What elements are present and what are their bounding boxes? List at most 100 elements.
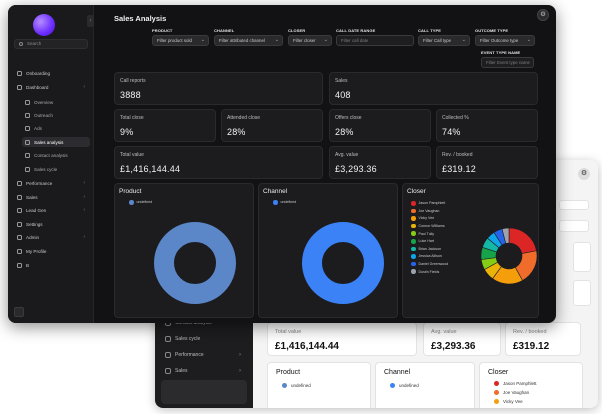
legend-item[interactable]: Jason Pamphlett xyxy=(494,381,537,386)
sidebar-item-performance[interactable]: Performance › xyxy=(14,178,90,188)
legend-label: Joe Vaughan xyxy=(418,208,440,213)
filter-value: Filter Outcome type xyxy=(480,38,519,43)
legend-item[interactable]: undefined xyxy=(129,200,152,205)
filter-event-type-name-input[interactable]: Filter Event type name xyxy=(481,57,534,68)
legend-item[interactable]: Dustin Fields xyxy=(411,269,439,274)
filter-label: CALL TYPE xyxy=(418,28,442,33)
sidebar-item-overview[interactable]: Overview xyxy=(22,97,90,107)
collapse-sidebar-button[interactable]: ‹ xyxy=(87,15,94,27)
sidebar-item-settings[interactable]: Settings xyxy=(14,219,90,229)
donut-segment[interactable] xyxy=(501,227,510,244)
sidebar-item-admin[interactable]: Admin › xyxy=(14,232,90,242)
legend-label: Dustin Fields xyxy=(418,269,440,274)
filter-value: Filter Event type name xyxy=(486,60,530,65)
search-icon xyxy=(19,42,23,46)
filter-call-date-range-input[interactable]: Filter call date xyxy=(336,35,414,46)
sidebar-item-sales-analysis[interactable]: Sales analysis xyxy=(22,137,90,147)
chart-card-closer: Closer Jason Pamphlett Joe Vaughan Vicky V… xyxy=(402,183,539,318)
legend-item[interactable]: Daniel Greenwood xyxy=(411,261,449,267)
legend-dot xyxy=(411,254,416,259)
sidebar-item-sales[interactable]: Sales › xyxy=(14,192,90,202)
legend-item[interactable]: Connor Williams xyxy=(411,223,445,229)
nav-icon xyxy=(25,125,30,131)
sidebar-item-dashboard[interactable]: Dashboard › xyxy=(14,82,90,92)
sidebar: ‹ Search Onboarding Dashboard › Overview Out… xyxy=(8,5,94,323)
sidebar-item-b[interactable]: B xyxy=(14,260,90,270)
filter-outcome-type-select[interactable]: Filter Outcome type ⌄ xyxy=(475,35,535,46)
legend-dot xyxy=(494,390,499,395)
channel-donut-chart[interactable] xyxy=(301,221,385,305)
legend-item[interactable]: Paul Tully xyxy=(411,231,434,236)
legend-item[interactable]: Joe Vaughan xyxy=(494,390,529,395)
chevron-down-icon: ⌄ xyxy=(274,37,279,43)
light-filter-stub[interactable] xyxy=(559,220,589,232)
stat-card-sales: Sales 408 xyxy=(329,72,538,105)
light-nav-sales-cycle[interactable]: Sales cycle xyxy=(165,336,200,342)
filter-value: Filter product sold xyxy=(157,38,192,43)
legend-item[interactable]: undefined xyxy=(273,200,296,205)
stat-card-total-value: Total value £1,416,144.44 xyxy=(114,146,323,179)
page-title: Sales Analysis xyxy=(114,14,167,23)
donut-segment[interactable] xyxy=(508,227,537,254)
sidebar-item-onboarding[interactable]: Onboarding xyxy=(14,68,90,78)
light-filter-stub[interactable] xyxy=(559,200,589,210)
sidebar-item-ads[interactable]: Ads xyxy=(22,123,90,133)
closer-donut-chart[interactable] xyxy=(479,226,539,286)
sales-icon xyxy=(165,368,171,374)
nav-icon xyxy=(25,139,30,145)
light-stat-total-value: Total value £1,416,144.44 xyxy=(267,322,417,356)
settings-gear-icon[interactable]: ⚙ xyxy=(578,168,590,180)
sidebar-item-sales-cycle[interactable]: Sales cycle xyxy=(22,164,90,174)
sidebar-footer-button[interactable] xyxy=(14,307,24,317)
sidebar-item-contact-analysis[interactable]: Contact analysis xyxy=(22,150,90,160)
nav-icon xyxy=(25,112,30,118)
sidebar-item-lead-gen[interactable]: Lead Gen › xyxy=(14,205,90,215)
legend-item[interactable]: Vicky Vee xyxy=(411,216,434,221)
filter-product-select[interactable]: Filter product sold ⌄ xyxy=(152,35,209,46)
legend-item[interactable]: undefined xyxy=(282,383,311,388)
stat-card-collected: Collected % 74% xyxy=(436,109,538,142)
filter-call-type-select[interactable]: Filter Call type ⌄ xyxy=(418,35,470,46)
legend-item[interactable]: Brian Jackson xyxy=(411,246,442,252)
light-nav-sales[interactable]: Sales xyxy=(165,368,188,374)
legend-dot xyxy=(411,261,416,267)
light-nav-label: Contact analysis xyxy=(175,320,212,326)
product-donut-chart[interactable] xyxy=(153,221,237,305)
stat-value: £319.12 xyxy=(513,341,550,352)
search-input[interactable]: Search xyxy=(14,39,88,49)
stat-card-rev-booked: Rev. / booked £319.12 xyxy=(436,146,538,179)
legend-item[interactable]: Joe Vaughan xyxy=(411,208,440,214)
legend-dot xyxy=(411,223,416,229)
legend-item[interactable]: Jessica Allison xyxy=(411,254,442,259)
stat-value: 408 xyxy=(335,90,351,100)
legend-label: Daniel Greenwood xyxy=(418,262,449,267)
legend-item[interactable]: undefined xyxy=(390,383,419,388)
donut-segment[interactable] xyxy=(302,222,384,304)
stat-label: Avg. value xyxy=(431,329,457,335)
filter-channel-select[interactable]: Filter attributed channel ⌄ xyxy=(214,35,283,46)
nav-icon xyxy=(25,166,30,172)
chart-card-channel: Channel undefined xyxy=(258,183,398,318)
chart-title: Closer xyxy=(488,369,509,376)
settings-gear-icon[interactable]: ⚙ xyxy=(537,9,549,21)
sidebar-item-my-profile[interactable]: My Profile xyxy=(14,246,90,256)
light-nav-performance[interactable]: Performance xyxy=(165,352,204,358)
performance-icon xyxy=(165,352,171,358)
legend-item[interactable]: Luke Hart xyxy=(411,239,434,244)
sidebar-item-outreach[interactable]: Outreach xyxy=(22,110,90,120)
legend-item[interactable]: Jason Pamphlett xyxy=(411,201,445,206)
donut-segment[interactable] xyxy=(154,222,236,304)
legend-label: Brian Jackson xyxy=(418,246,442,251)
filter-value: Filter call date xyxy=(341,38,369,43)
cycle-icon xyxy=(165,336,171,342)
sidebar-item-label: Settings xyxy=(26,221,43,227)
sidebar-item-label: Sales cycle xyxy=(34,166,58,172)
app-logo[interactable] xyxy=(33,14,55,36)
legend-label: Jason Pamphlett xyxy=(503,381,537,386)
nav-icon xyxy=(17,194,22,200)
sidebar-item-label: Onboarding xyxy=(26,70,51,76)
light-stat-avg-value: Avg. value £3,293.36 xyxy=(423,322,501,356)
legend-item[interactable]: Vicky Vee xyxy=(494,399,523,404)
filter-closer-select[interactable]: Filter closer ⌄ xyxy=(288,35,332,46)
light-chart-product: Product undefined xyxy=(267,362,371,408)
